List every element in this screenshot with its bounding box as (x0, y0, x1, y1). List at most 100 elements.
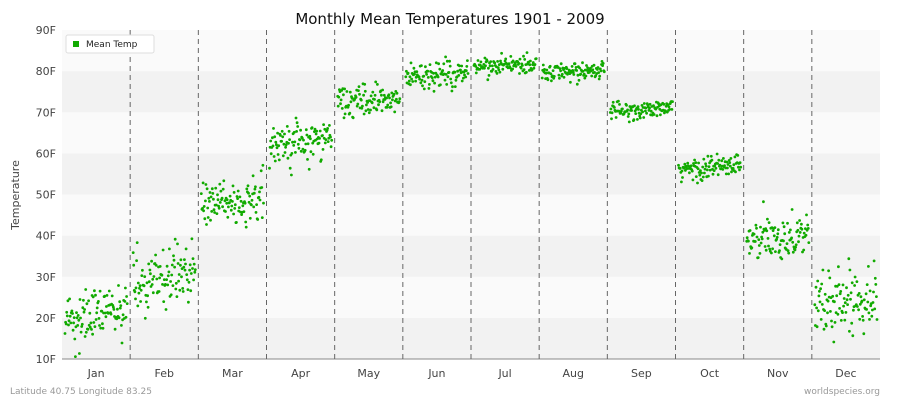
data-point (449, 77, 453, 81)
data-point (247, 200, 251, 204)
data-point (709, 154, 713, 158)
data-point (74, 355, 77, 358)
data-point (143, 316, 147, 320)
data-point (177, 279, 181, 283)
data-point (761, 230, 765, 234)
data-point (621, 107, 624, 111)
data-point (866, 300, 870, 304)
data-point (91, 295, 95, 299)
data-point (774, 250, 777, 254)
data-point (714, 166, 718, 170)
data-point (729, 157, 733, 160)
data-point (862, 332, 866, 336)
data-point (795, 221, 799, 225)
data-point (188, 263, 192, 267)
data-point (850, 321, 854, 325)
data-point (343, 87, 346, 91)
data-point (243, 201, 247, 205)
data-point (875, 318, 879, 321)
data-point (575, 82, 579, 86)
data-point (262, 201, 265, 205)
data-point (423, 80, 427, 83)
data-point (738, 161, 742, 165)
data-point (662, 102, 666, 106)
data-point (592, 63, 596, 67)
data-point (256, 218, 260, 221)
data-point (832, 340, 836, 344)
data-point (859, 295, 863, 299)
data-point (202, 205, 206, 208)
data-point (342, 116, 346, 120)
data-point (666, 103, 670, 107)
data-point (699, 169, 702, 173)
data-point (183, 268, 187, 272)
data-point (728, 164, 732, 168)
data-point (417, 75, 421, 79)
data-point (363, 89, 367, 93)
data-point (464, 69, 468, 73)
data-point (248, 216, 252, 220)
data-point (150, 259, 154, 263)
data-point (541, 63, 545, 67)
data-point (162, 278, 166, 281)
data-point (548, 64, 552, 68)
data-point (309, 150, 313, 154)
data-point (63, 332, 67, 335)
data-point (240, 213, 244, 217)
data-point (522, 54, 525, 58)
y-tick-label: 40F (36, 230, 56, 243)
data-point (838, 292, 842, 296)
data-point (614, 116, 618, 119)
data-point (387, 93, 391, 97)
data-point (389, 105, 393, 109)
data-point (797, 240, 800, 244)
data-point (428, 83, 431, 86)
data-point (68, 297, 71, 301)
data-point (70, 309, 74, 313)
data-point (134, 286, 138, 290)
data-point (826, 311, 829, 315)
data-point (370, 101, 374, 105)
data-point (189, 289, 193, 293)
data-point (517, 62, 521, 65)
data-point (148, 268, 152, 272)
data-point (277, 144, 281, 148)
data-point (342, 93, 345, 97)
data-point (409, 83, 412, 87)
data-point (750, 246, 754, 250)
data-point (271, 136, 274, 140)
data-point (221, 205, 225, 209)
data-point (444, 55, 447, 59)
data-point (237, 206, 241, 210)
data-point (848, 329, 851, 333)
data-point (242, 210, 246, 214)
data-point (169, 280, 173, 283)
data-point (519, 66, 523, 70)
data-point (610, 111, 614, 115)
data-point (260, 186, 264, 189)
data-point (287, 141, 290, 145)
data-point (610, 117, 613, 121)
data-point (268, 166, 271, 170)
data-point (680, 180, 683, 184)
data-point (166, 283, 170, 287)
data-point (154, 263, 158, 267)
data-point (826, 299, 830, 303)
data-point (726, 163, 730, 166)
data-point (415, 70, 419, 74)
data-point (727, 159, 731, 162)
data-point (694, 161, 698, 165)
data-point (89, 321, 93, 325)
data-point (185, 273, 189, 276)
data-point (438, 67, 442, 71)
data-point (367, 111, 371, 115)
data-point (318, 137, 321, 140)
data-point (426, 76, 430, 79)
data-point (633, 104, 636, 108)
data-point (867, 265, 870, 268)
data-point (644, 106, 648, 110)
data-point (283, 132, 286, 136)
data-point (759, 241, 763, 245)
data-point (170, 273, 174, 277)
